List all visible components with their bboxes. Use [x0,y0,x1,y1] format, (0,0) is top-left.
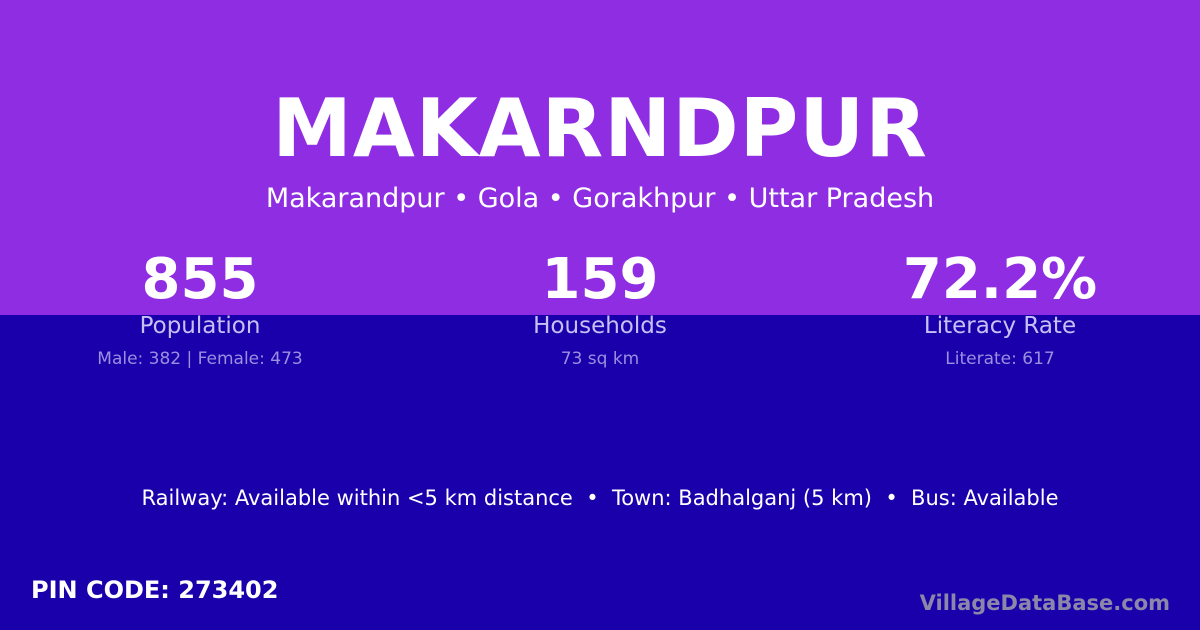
stat-households: 159 Households 73 sq km [400,247,800,370]
stat-label: Households [533,313,667,339]
village-title: MAKARNDPUR [272,82,928,175]
stat-value: 855 [141,247,259,312]
stat-detail: Male: 382 | Female: 473 [97,349,303,369]
location-breadcrumb: Makarandpur • Gola • Gorakhpur • Uttar P… [265,183,935,214]
stat-value: 159 [541,247,659,312]
stat-population: 855 Population Male: 382 | Female: 473 [0,247,400,370]
stat-value: 72.2% [902,247,1098,312]
header-band [0,0,1200,315]
stat-detail: Literate: 617 [945,349,1055,369]
pin-code: PIN CODE: 273402 [31,576,279,604]
stat-label: Literacy Rate [923,313,1077,339]
stat-literacy: 72.2% Literacy Rate Literate: 617 [800,247,1200,370]
brand-logo: VillageDataBase.com [919,591,1170,615]
connectivity-info: Railway: Available within <5 km distance… [141,486,1059,510]
stat-label: Population [139,313,261,339]
stat-detail: 73 sq km [560,349,640,369]
